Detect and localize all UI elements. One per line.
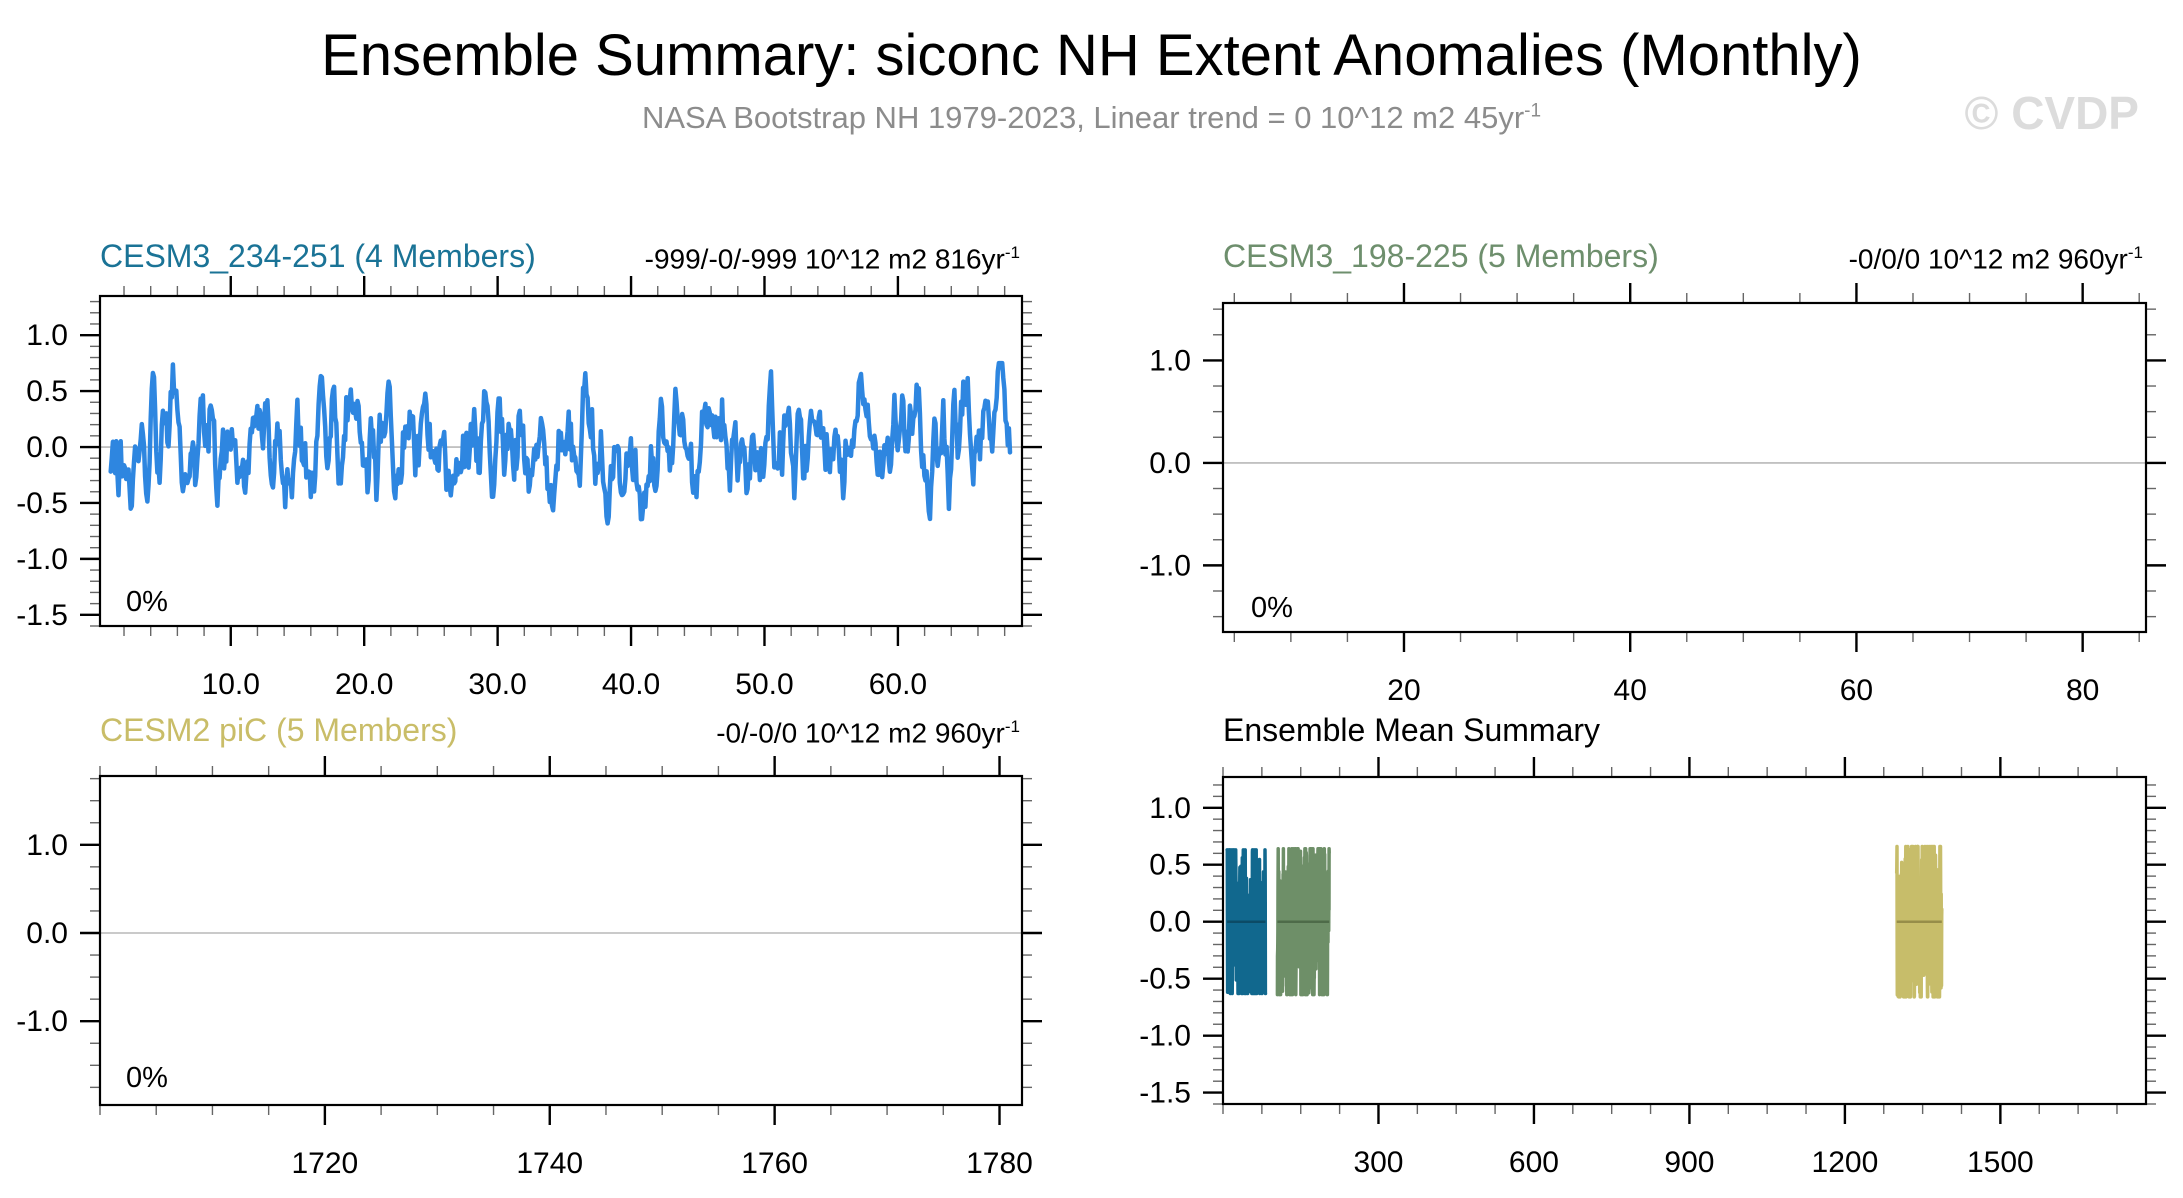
- plot-box: [1221, 775, 2148, 1106]
- cvdp-watermark: © CVDP: [1964, 87, 2139, 139]
- y-tick-label: 0.5: [26, 375, 68, 408]
- panel1-trend-superscript: -1: [1004, 243, 1020, 262]
- y-tick-label: 1.0: [1149, 344, 1191, 377]
- series-line-CESM3_234-251-summary: [1225, 848, 1268, 996]
- x-tick-label: 1500: [1967, 1146, 2034, 1179]
- panel1-percent-label: 0%: [126, 586, 168, 618]
- plot-box: [1221, 301, 2148, 634]
- y-tick-label: -1.5: [1139, 1077, 1191, 1110]
- x-tick-label: 60: [1840, 674, 1873, 707]
- plot-cesm3_198-225: 20 40 60 80 1.0 0.0 -1.0: [1139, 283, 2166, 707]
- panel4-title: Ensemble Mean Summary: [1223, 712, 1601, 748]
- y-tick-label: 0.5: [1149, 849, 1191, 882]
- plot-ensemble_mean_summary: 300 600 900 1200 1500 1.0 0.5 0.0 -0.5 -1.0 -1.5: [1139, 757, 2166, 1179]
- x-tick-label: 40: [1614, 674, 1647, 707]
- panel3-percent-label: 0%: [126, 1062, 168, 1094]
- x-tick-label: 20: [1387, 674, 1420, 707]
- x-tick-label: 80: [2066, 674, 2099, 707]
- y-tick-label: 1.0: [26, 319, 68, 352]
- y-tick-label: -0.5: [16, 487, 68, 520]
- y-tick-label: -1.0: [16, 1005, 68, 1038]
- series-line-CESM3_198-225-summary: [1275, 847, 1331, 997]
- panel2-trend-text: -0/0/0 10^12 m2 960yr: [1848, 243, 2128, 275]
- x-tick-label: 1760: [741, 1147, 808, 1180]
- page-title: Ensemble Summary: siconc NH Extent Anoma…: [321, 23, 1862, 88]
- y-tick-label: -0.5: [1139, 963, 1191, 996]
- x-tick-label: 50.0: [735, 668, 793, 701]
- x-tick-label: 600: [1509, 1146, 1559, 1179]
- y-tick-label: 0.0: [1149, 447, 1191, 480]
- plot-box: [98, 774, 1024, 1107]
- panel3-trend-text: -0/-0/0 10^12 m2 960yr: [716, 717, 1005, 749]
- panel1-trend-text: -999/-0/-999 10^12 m2 816yr: [644, 243, 1005, 275]
- x-tick-label: 40.0: [602, 668, 660, 701]
- y-tick-label: -1.0: [1139, 549, 1191, 582]
- y-tick-label: 0.0: [1149, 906, 1191, 939]
- plot-box: [98, 294, 1024, 628]
- x-tick-label: 1740: [516, 1147, 583, 1180]
- y-tick-label: -1.5: [16, 599, 68, 632]
- panel3-trend-superscript: -1: [1004, 717, 1020, 736]
- panel1-trend-label: -999/-0/-999 10^12 m2 816yr-1: [645, 243, 1020, 275]
- panel2-trend-superscript: -1: [2127, 243, 2143, 262]
- x-tick-label: 20.0: [335, 668, 393, 701]
- x-tick-label: 1720: [292, 1147, 359, 1180]
- y-tick-label: 1.0: [1149, 792, 1191, 825]
- y-tick-label: -1.0: [16, 543, 68, 576]
- y-tick-label: 0.0: [26, 431, 68, 464]
- panel3-title: CESM2 piC (5 Members): [100, 712, 458, 748]
- panel2-percent-label: 0%: [1251, 592, 1293, 624]
- page-subtitle: NASA Bootstrap NH 1979-2023, Linear tren…: [0, 100, 2183, 136]
- x-tick-label: 1780: [966, 1147, 1033, 1180]
- x-tick-label: 10.0: [202, 668, 260, 701]
- x-tick-label: 60.0: [869, 668, 927, 701]
- series-line-member-extent-anomalies: [108, 360, 1013, 526]
- panel2-trend-label: -0/0/0 10^12 m2 960yr-1: [1849, 243, 2143, 275]
- y-tick-label: 0.0: [26, 917, 68, 950]
- x-tick-label: 1200: [1812, 1146, 1879, 1179]
- subtitle-superscript: -1: [1524, 100, 1542, 122]
- x-tick-label: 30.0: [468, 668, 526, 701]
- panel3-trend-label: -0/-0/0 10^12 m2 960yr-1: [716, 717, 1020, 749]
- subtitle-text: NASA Bootstrap NH 1979-2023, Linear tren…: [641, 100, 1525, 135]
- x-tick-label: 300: [1353, 1146, 1403, 1179]
- panel1-title: CESM3_234-251 (4 Members): [100, 238, 536, 274]
- series-line-CESM2-piC-summary: [1894, 844, 1944, 999]
- panel2-title: CESM3_198-225 (5 Members): [1223, 238, 1659, 274]
- x-tick-label: 900: [1664, 1146, 1714, 1179]
- plot-cesm3_234-251: 10.0 20.0 30.0 40.0 50.0 60.0 1.0 0.5 0.0 -0.5 -1.…: [16, 276, 1042, 701]
- plot-cesm2_piC: 1720 1740 1760 1780 1.0 0.0 -1.0: [16, 756, 1042, 1180]
- y-tick-label: -1.0: [1139, 1020, 1191, 1053]
- y-tick-label: 1.0: [26, 829, 68, 862]
